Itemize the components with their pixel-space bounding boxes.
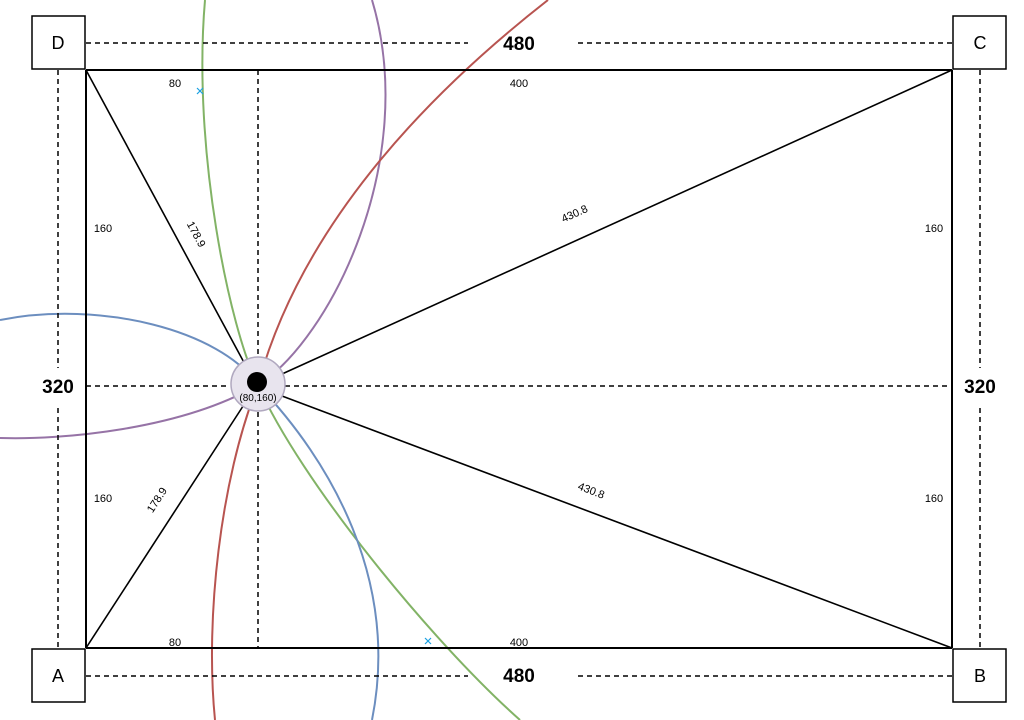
left-upper-segment-label: 160 (94, 223, 112, 235)
point-dot (247, 372, 267, 392)
right-upper-segment-label: 160 (925, 223, 943, 235)
corner-box-B (952, 648, 1007, 703)
corner-label-D: D (52, 33, 65, 53)
corner-label-C: C (974, 33, 987, 53)
distance-to-C-label: 430.8 (560, 203, 590, 225)
corner-box-A (31, 648, 86, 703)
line-to-D (85, 69, 248, 369)
corner-box-D (31, 15, 86, 70)
bottom-right-segment-label: 400 (510, 637, 528, 649)
top-right-segment-label: 400 (510, 78, 528, 90)
distance-to-D-label: 178.9 (184, 220, 208, 250)
distance-to-A-label: 178.9 (145, 486, 170, 516)
corner-label-B: B (974, 666, 986, 686)
bottom-left-segment-label: 80 (169, 637, 181, 649)
distance-to-B-label: 430.8 (576, 481, 606, 502)
corner-label-A: A (52, 666, 64, 686)
left-lower-segment-label: 160 (94, 493, 112, 505)
corner-box-C (952, 15, 1007, 70)
right-height-label: 320 (964, 377, 996, 398)
point-coordinate-label: (80,160) (239, 393, 276, 404)
line-to-C (281, 69, 953, 375)
line-to-B (281, 395, 953, 649)
marker-top (196, 87, 204, 95)
line-to-A (85, 399, 248, 649)
top-width-label: 480 (503, 34, 535, 55)
marker-bottom (424, 637, 432, 645)
left-height-label: 320 (42, 377, 74, 398)
right-lower-segment-label: 160 (925, 493, 943, 505)
top-left-segment-label: 80 (169, 78, 181, 90)
bottom-width-label: 480 (503, 666, 535, 687)
